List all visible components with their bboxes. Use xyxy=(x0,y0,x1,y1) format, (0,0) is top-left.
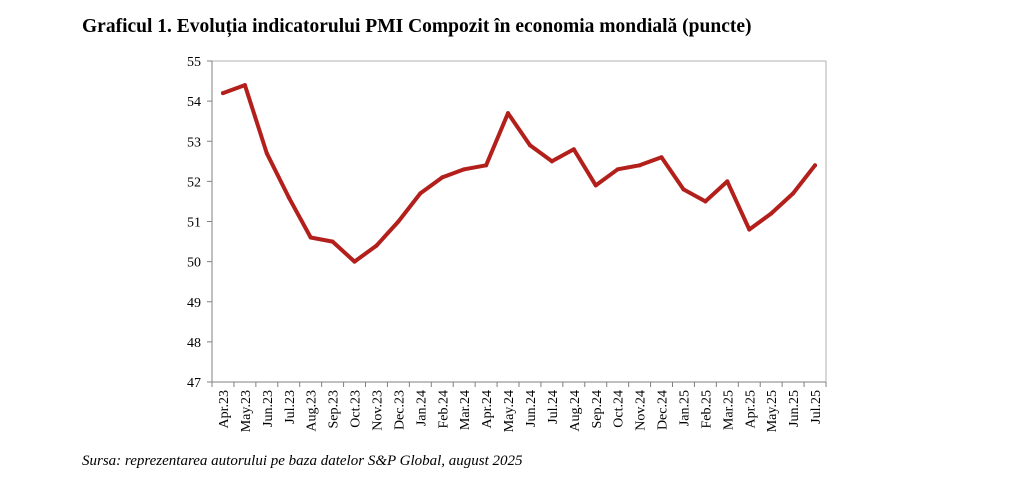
x-tick-label: Mar.25 xyxy=(721,390,736,430)
data-point xyxy=(506,111,511,116)
x-tick-label: Oct.24 xyxy=(612,390,627,428)
x-tick-label: Jan.25 xyxy=(677,390,692,426)
y-tick-label: 52 xyxy=(187,175,201,190)
x-tick-label: Feb.25 xyxy=(699,390,714,429)
x-axis: Apr.23 May.23 Jun.23 Jul.23 Aug.23 Sep.23 Oct.… xyxy=(211,381,827,432)
data-point xyxy=(220,91,225,96)
data-point xyxy=(571,147,576,152)
data-point xyxy=(527,143,532,148)
x-tick-label: Apr.24 xyxy=(480,390,495,429)
x-tick-label: Mar.24 xyxy=(458,390,473,430)
data-point xyxy=(813,163,818,168)
y-tick-label: 51 xyxy=(187,216,201,231)
x-tick-label: Dec.23 xyxy=(392,390,407,430)
data-point xyxy=(374,243,379,248)
data-point xyxy=(264,151,269,156)
x-tick-label: Nov.24 xyxy=(634,390,649,431)
data-point xyxy=(615,167,620,172)
data-point xyxy=(747,227,752,232)
data-point xyxy=(462,167,467,172)
y-tick-label: 54 xyxy=(187,95,201,110)
x-tick-label: May.24 xyxy=(502,390,517,432)
x-tick-label: Aug.24 xyxy=(568,390,583,432)
x-tick-label: Feb.24 xyxy=(436,390,451,429)
data-point xyxy=(352,259,357,264)
x-tick-label: May.25 xyxy=(765,390,780,432)
x-tick-label: Sep.23 xyxy=(327,390,342,429)
x-tick-label: Jun.24 xyxy=(524,390,539,427)
data-point xyxy=(725,179,730,184)
y-tick-label: 53 xyxy=(187,135,201,150)
x-tick-label: Jun.25 xyxy=(787,390,802,427)
y-tick-label: 55 xyxy=(187,55,201,70)
x-tick-label: Sep.24 xyxy=(590,390,605,429)
source-note: Sursa: reprezentarea autorului pe baza d… xyxy=(82,453,523,469)
data-point xyxy=(549,159,554,164)
x-tick-label: May.23 xyxy=(239,390,254,432)
series-line-pmi-composite xyxy=(221,83,817,264)
data-point xyxy=(593,183,598,188)
data-point xyxy=(242,83,247,88)
data-point xyxy=(769,211,774,216)
x-tick-label: Jul.24 xyxy=(546,390,561,424)
data-point xyxy=(330,239,335,244)
data-point xyxy=(308,235,313,240)
y-tick-label: 49 xyxy=(187,296,201,311)
data-point xyxy=(659,155,664,160)
data-point xyxy=(286,195,291,200)
x-tick-label: Jul.23 xyxy=(283,390,298,424)
x-tick-label: Aug.23 xyxy=(305,390,320,432)
data-points xyxy=(220,83,818,264)
data-point xyxy=(703,199,708,204)
x-tick-label: Jan.24 xyxy=(414,390,429,426)
x-tick-label: Jun.23 xyxy=(261,390,276,427)
chart-title: Graficul 1. Evoluția indicatorului PMI C… xyxy=(82,16,752,37)
data-point xyxy=(681,187,686,192)
data-point xyxy=(484,163,489,168)
data-point xyxy=(791,191,796,196)
x-tick-label: Oct.23 xyxy=(349,390,364,428)
y-tick-label: 47 xyxy=(187,376,201,391)
data-point xyxy=(396,219,401,224)
x-tick-label: Apr.23 xyxy=(217,390,232,429)
y-axis: 47 48 49 50 51 52 53 54 55 xyxy=(187,55,213,391)
y-tick-label: 50 xyxy=(187,256,201,271)
x-tick-label: Jul.25 xyxy=(809,390,824,424)
x-tick-label: Dec.24 xyxy=(656,390,671,430)
data-point xyxy=(440,175,445,180)
x-tick-label: Apr.25 xyxy=(743,390,758,429)
data-point xyxy=(637,163,642,168)
line-chart: 47 48 49 50 51 52 53 54 55 Apr.23 May.23 Jun.23 Jul… xyxy=(187,55,827,432)
y-tick-label: 48 xyxy=(187,336,201,351)
data-point xyxy=(418,191,423,196)
x-tick-label: Nov.23 xyxy=(370,390,385,431)
